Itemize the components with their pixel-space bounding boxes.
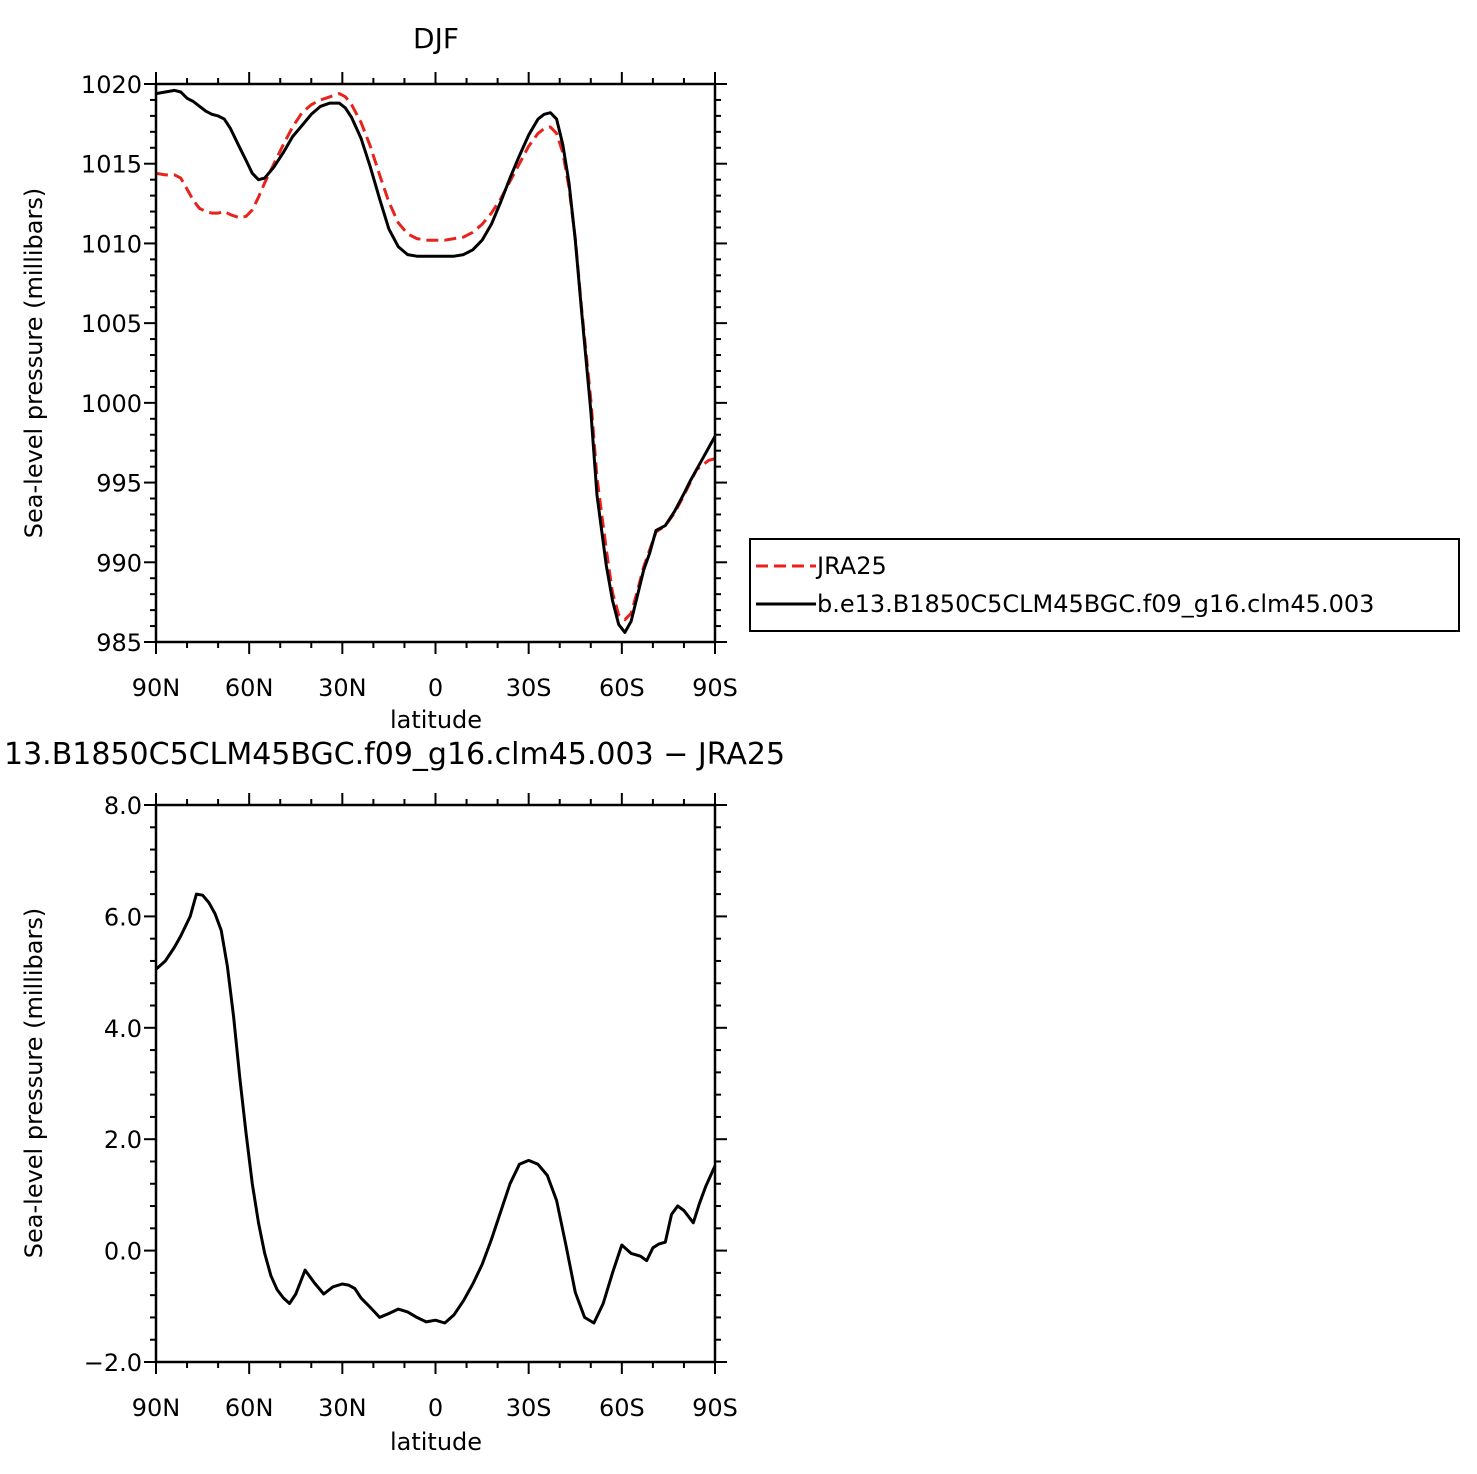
x-tick-label: 60N <box>225 674 274 702</box>
y-tick-label: 1005 <box>81 310 142 338</box>
top-plot-frame <box>154 82 717 644</box>
y-tick-label: 990 <box>96 549 142 577</box>
y-tick-label: 0.0 <box>104 1238 142 1266</box>
x-tick-label: 30N <box>318 1394 367 1422</box>
x-tick-label: 90N <box>132 1394 181 1422</box>
y-tick-label: 2.0 <box>104 1126 142 1154</box>
y-tick-label: 1010 <box>81 230 142 258</box>
x-tick-label: 90S <box>692 1394 738 1422</box>
y-tick-label: 1020 <box>81 71 142 99</box>
top-x-axis-label: latitude <box>390 706 482 734</box>
bottom-chart-title: 13.B1850C5CLM45BGC.f09_g16.clm45.003 − J… <box>4 737 785 772</box>
top-panel: DJF Sea-level pressure (millibars) latit… <box>20 22 738 734</box>
x-tick-label: 30N <box>318 674 367 702</box>
legend-box <box>749 538 1460 632</box>
x-tick-label: 0 <box>428 674 443 702</box>
x-tick-label: 30S <box>506 674 552 702</box>
series-line-model <box>155 88 717 634</box>
y-tick-label: 6.0 <box>104 903 142 931</box>
top-y-axis-label: Sea-level pressure (millibars) <box>20 188 48 538</box>
bottom-panel: 13.B1850C5CLM45BGC.f09_g16.clm45.003 − J… <box>4 737 785 1456</box>
x-tick-label: 60N <box>225 1394 274 1422</box>
series-line-jra25 <box>155 92 716 622</box>
bottom-axes-ticks: 90N 60N 30N 0 30S 60S 90S −2.0 0.0 2.0 4.0 6.0 8.0 <box>84 792 738 1422</box>
y-tick-label: 995 <box>96 470 142 498</box>
top-chart-title: DJF <box>413 22 459 55</box>
top-axes-ticks: 90N 60N 30N 0 30S 60S 90S 985 990 995 1000 1005 1010… <box>81 71 738 702</box>
x-tick-label: 90N <box>132 674 181 702</box>
x-tick-label: 60S <box>599 674 645 702</box>
legend-label-model: b.e13.B1850C5CLM45BGC.f09_g16.clm45.003 <box>817 590 1374 618</box>
y-tick-label: 4.0 <box>104 1015 142 1043</box>
legend: JRA25 b.e13.B1850C5CLM45BGC.f09_g16.clm4… <box>749 538 1460 632</box>
y-tick-label: 1015 <box>81 151 142 179</box>
series-line-model <box>155 892 717 1325</box>
bottom-x-axis-label: latitude <box>390 1428 482 1456</box>
y-tick-label: 1000 <box>81 390 142 418</box>
legend-label-jra25: JRA25 <box>815 552 887 580</box>
x-tick-label: 30S <box>506 1394 552 1422</box>
bottom-series-lines <box>155 892 717 1325</box>
y-tick-label: 8.0 <box>104 792 142 820</box>
x-tick-label: 0 <box>428 1394 443 1422</box>
bottom-y-axis-label: Sea-level pressure (millibars) <box>20 908 48 1258</box>
x-tick-label: 90S <box>692 674 738 702</box>
y-tick-label: −2.0 <box>84 1349 142 1377</box>
y-tick-label: 985 <box>96 629 142 657</box>
top-series-lines <box>155 88 717 634</box>
bottom-plot-frame <box>154 803 717 1364</box>
x-tick-label: 60S <box>599 1394 645 1422</box>
